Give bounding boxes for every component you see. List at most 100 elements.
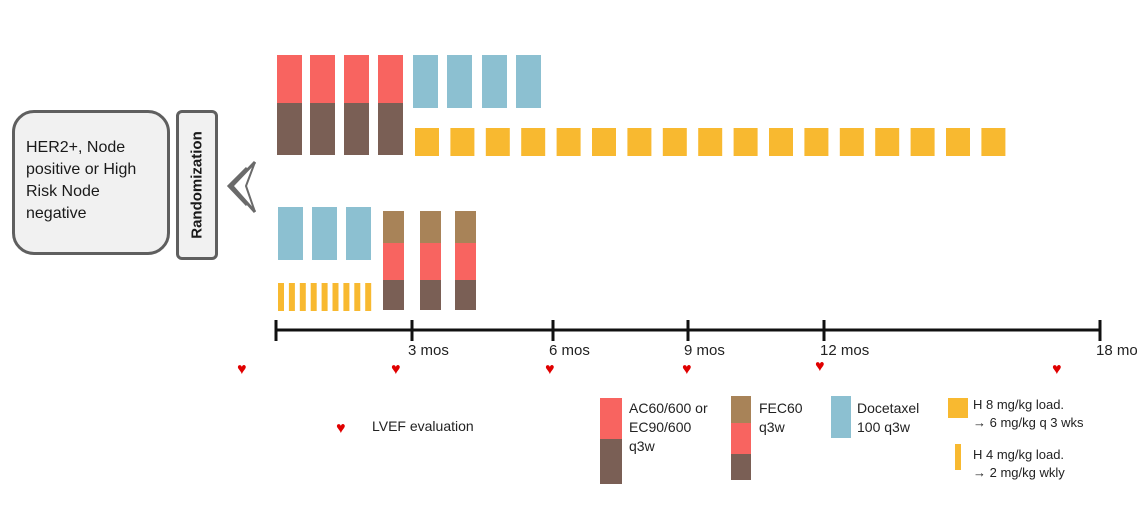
arm1-docetaxel-4 bbox=[516, 55, 541, 108]
legend-ac-brown-swatch bbox=[600, 439, 622, 484]
arm1-herceptin-dose bbox=[592, 128, 616, 156]
lvef-heart-icon: ♥ bbox=[1052, 361, 1062, 378]
legend-fec-line2: q3w bbox=[759, 419, 785, 435]
randomization-arrow bbox=[226, 160, 257, 213]
arm1-herceptin-dose bbox=[875, 128, 900, 156]
legend-fec-red-swatch bbox=[731, 423, 751, 454]
legend-docetaxel-swatch bbox=[831, 396, 851, 438]
legend-docetaxel-line1: Docetaxel bbox=[857, 400, 920, 416]
timeline-axis bbox=[274, 320, 1102, 341]
timeline-tick-label: 9 mos bbox=[684, 342, 725, 359]
lvef-heart-icon: ♥ bbox=[815, 358, 825, 375]
legend-ac-line3: q3w bbox=[629, 438, 655, 454]
arm1-docetaxel-blocks bbox=[413, 55, 541, 108]
arm2-herceptin-weekly-dose bbox=[321, 283, 328, 311]
arm2-herceptin-weekly-dose bbox=[299, 283, 306, 311]
arm2-docetaxel-3 bbox=[346, 207, 371, 260]
lvef-heart-icon: ♥ bbox=[682, 361, 692, 378]
legend-ac-line2: EC90/600 bbox=[629, 419, 692, 435]
arm2-herceptin-weekly-dose bbox=[354, 283, 361, 311]
legend-herceptin-q3w-line2: → 6 mg/kg q 3 wks bbox=[973, 415, 1084, 430]
legend-docetaxel-text: Docetaxel 100 q3w bbox=[857, 399, 919, 437]
arm1-herceptin-dose bbox=[521, 128, 546, 156]
timeline-tick-label: 18 mos bbox=[1096, 342, 1137, 359]
arm1-herceptin-dose bbox=[839, 128, 864, 156]
legend-herceptin-weekly-line1: H 4 mg/kg load. bbox=[973, 447, 1065, 462]
legend-herceptin-weekly-text: H 4 mg/kg load. → 2 mg/kg wkly bbox=[973, 446, 1065, 482]
arm1-ac-blocks bbox=[277, 55, 403, 155]
legend-herceptin-q3w-swatch bbox=[948, 398, 968, 418]
arm1-herceptin-dose bbox=[485, 128, 510, 156]
arm2-herceptin-weekly-dose bbox=[278, 283, 284, 311]
arm2-herceptin-weekly-dose bbox=[343, 283, 350, 311]
arm1-herceptin-dose bbox=[981, 128, 1006, 156]
arm1-docetaxel-3 bbox=[482, 55, 507, 108]
legend-fec-brown-swatch bbox=[731, 454, 751, 480]
legend-lvef-label: LVEF evaluation bbox=[372, 418, 474, 434]
arm2-herceptin-weekly-dose bbox=[332, 283, 339, 311]
legend-docetaxel-line2: 100 q3w bbox=[857, 419, 910, 435]
arm1-herceptin-dose bbox=[733, 128, 758, 156]
arm2-fec-tan-3 bbox=[455, 211, 476, 243]
arm1-herceptin-dose bbox=[698, 128, 723, 156]
arm1-ac-bottom-3 bbox=[344, 103, 369, 155]
arm1-ac-bottom-2 bbox=[310, 103, 335, 155]
patient-population-text: HER2+, Node positive or High Risk Node n… bbox=[26, 139, 137, 222]
arm2-fec-brown-2 bbox=[420, 280, 441, 310]
arm2-fec-tan-1 bbox=[383, 211, 404, 243]
timeline-tick-label: 6 mos bbox=[549, 342, 590, 359]
legend-lvef-heart-icon: ♥ bbox=[336, 420, 346, 437]
legend-ac-red-swatch bbox=[600, 398, 622, 439]
legend-fec-tan-swatch bbox=[731, 396, 751, 423]
arm2-fec-red-3 bbox=[455, 243, 476, 280]
arm2-herceptin-weekly-dose bbox=[365, 283, 372, 311]
legend-fec-text: FEC60 q3w bbox=[759, 399, 803, 437]
arm1-ac-top-2 bbox=[310, 55, 335, 103]
arm1-herceptin-dose bbox=[415, 128, 439, 156]
legend-swatches bbox=[600, 396, 968, 484]
randomization-box: Randomization bbox=[176, 110, 218, 260]
arm2-fec-brown-3 bbox=[455, 280, 476, 310]
legend-fec-line1: FEC60 bbox=[759, 400, 803, 416]
legend-ac-text: AC60/600 or EC90/600 q3w bbox=[629, 399, 708, 456]
timeline-tick-label: 3 mos bbox=[408, 342, 449, 359]
arm1-ac-bottom-1 bbox=[277, 103, 302, 155]
arm1-herceptin-q3w-blocks bbox=[415, 128, 1006, 156]
arm1-herceptin-dose bbox=[556, 128, 581, 156]
arm2-fec-red-2 bbox=[420, 243, 441, 280]
arm1-herceptin-dose bbox=[804, 128, 829, 156]
arm1-docetaxel-1 bbox=[413, 55, 438, 108]
lvef-heart-icon: ♥ bbox=[545, 361, 555, 378]
legend-herceptin-weekly-swatch bbox=[955, 444, 961, 470]
arm1-herceptin-dose bbox=[769, 128, 793, 156]
arm1-herceptin-dose bbox=[910, 128, 935, 156]
lvef-heart-icon: ♥ bbox=[391, 361, 401, 378]
arm1-docetaxel-2 bbox=[447, 55, 472, 108]
arm1-ac-top-1 bbox=[277, 55, 302, 103]
timeline-tick-label: 12 mos bbox=[820, 342, 870, 359]
legend-herceptin-q3w-line1: H 8 mg/kg load. bbox=[973, 397, 1065, 412]
arm2-herceptin-weekly-bars bbox=[278, 283, 372, 311]
arm2-docetaxel-1 bbox=[278, 207, 303, 260]
arm1-herceptin-dose bbox=[627, 128, 652, 156]
arm2-fec-brown-1 bbox=[383, 280, 404, 310]
arm1-herceptin-dose bbox=[662, 128, 687, 156]
arm1-herceptin-dose bbox=[450, 128, 475, 156]
arm2-fec-red-1 bbox=[383, 243, 404, 280]
arm2-herceptin-weekly-dose bbox=[310, 283, 317, 311]
arm2-docetaxel-2 bbox=[312, 207, 337, 260]
lvef-heart-icon: ♥ bbox=[237, 361, 247, 378]
legend-ac-line1: AC60/600 or bbox=[629, 400, 708, 416]
arm2-fec-tan-2 bbox=[420, 211, 441, 243]
arm2-fec-blocks bbox=[383, 211, 476, 310]
arm1-herceptin-dose bbox=[946, 128, 970, 156]
arm1-ac-top-4 bbox=[378, 55, 403, 103]
legend-herceptin-q3w-text: H 8 mg/kg load. → 6 mg/kg q 3 wks bbox=[973, 396, 1084, 432]
arm2-docetaxel-blocks bbox=[278, 207, 371, 260]
legend-herceptin-weekly-line2: → 2 mg/kg wkly bbox=[973, 465, 1065, 480]
arm1-ac-bottom-4 bbox=[378, 103, 403, 155]
arm2-herceptin-weekly-dose bbox=[288, 283, 295, 311]
arm1-ac-top-3 bbox=[344, 55, 369, 103]
patient-population-box: HER2+, Node positive or High Risk Node n… bbox=[12, 110, 170, 255]
